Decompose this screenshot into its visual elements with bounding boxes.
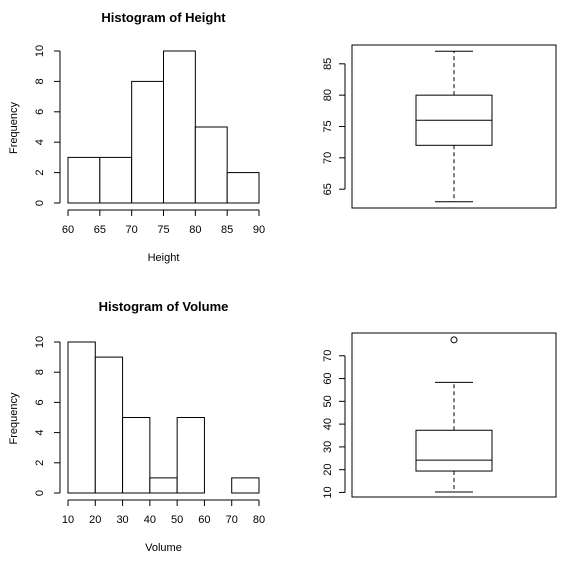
y-axis-label: Frequency (8, 102, 20, 154)
x-tick-label: 20 (89, 514, 101, 526)
x-tick-label: 65 (94, 224, 106, 236)
y-tick-label: 10 (322, 486, 334, 498)
y-tick-label: 6 (34, 399, 46, 405)
histogram-bar (231, 477, 260, 494)
histogram-bar (176, 417, 205, 494)
y-tick-label: 20 (322, 464, 334, 476)
chart-title: Histogram of Height (101, 10, 226, 25)
x-tick-label: 60 (198, 514, 210, 526)
x-tick-label: 70 (226, 514, 238, 526)
histogram-bar (67, 156, 101, 204)
iqr-box (415, 429, 493, 472)
y-tick-label: 60 (322, 372, 334, 384)
y-tick-label: 75 (322, 120, 334, 132)
panel-1: Histogram of Height 60 65 70 75 80 85 90 Height 0… (8, 10, 265, 264)
x-tick-label: 80 (253, 514, 265, 526)
plot-frame (351, 44, 557, 209)
histogram-bar (99, 156, 133, 204)
x-axis-label: Height (148, 252, 180, 264)
x-tick-label: 60 (62, 224, 74, 236)
y-tick-label: 2 (34, 170, 46, 176)
y-tick-label: 50 (322, 395, 334, 407)
histogram-bar (67, 341, 96, 494)
histogram-bar (163, 50, 196, 204)
outlier-point (450, 336, 458, 344)
y-tick-label: 2 (34, 460, 46, 466)
y-axis-label: Frequency (8, 392, 20, 444)
plot-frame (351, 332, 557, 498)
y-tick-label: 0 (34, 490, 46, 496)
histogram-bar (149, 477, 178, 494)
x-tick-label: 10 (62, 514, 74, 526)
y-tick-label: 85 (322, 58, 334, 70)
y-tick-label: 70 (322, 350, 334, 362)
chart-title: Histogram of Volume (99, 299, 229, 314)
y-tick-label: 6 (34, 109, 46, 115)
y-tick-label: 40 (322, 418, 334, 430)
x-axis-label: Volume (145, 542, 182, 554)
x-tick-label: 30 (116, 514, 128, 526)
x-tick-label: 50 (171, 514, 183, 526)
x-tick-label: 70 (126, 224, 138, 236)
histogram-bar (226, 172, 260, 204)
x-tick-label: 80 (189, 224, 201, 236)
y-tick-label: 30 (322, 441, 334, 453)
y-tick-label: 8 (34, 78, 46, 84)
y-tick-label: 4 (34, 430, 46, 436)
y-tick-label: 70 (322, 152, 334, 164)
panel-2: 65 70 75 80 85 (322, 44, 557, 209)
y-tick-label: 80 (322, 89, 334, 101)
histogram-bar (131, 80, 165, 204)
x-tick-label: 85 (221, 224, 233, 236)
histogram-bar (194, 126, 228, 204)
y-tick-label: 10 (34, 45, 46, 57)
histogram-bar (122, 417, 151, 494)
x-tick-label: 90 (253, 224, 265, 236)
x-tick-label: 40 (144, 514, 156, 526)
y-tick-label: 4 (34, 139, 46, 145)
histogram-bar (94, 356, 124, 494)
y-tick-label: 0 (34, 200, 46, 206)
panel-4: 10 20 30 40 50 60 70 (322, 332, 557, 499)
y-tick-label: 65 (322, 183, 334, 195)
x-tick-label: 75 (157, 224, 169, 236)
y-tick-label: 8 (34, 369, 46, 375)
y-tick-label: 10 (34, 336, 46, 348)
